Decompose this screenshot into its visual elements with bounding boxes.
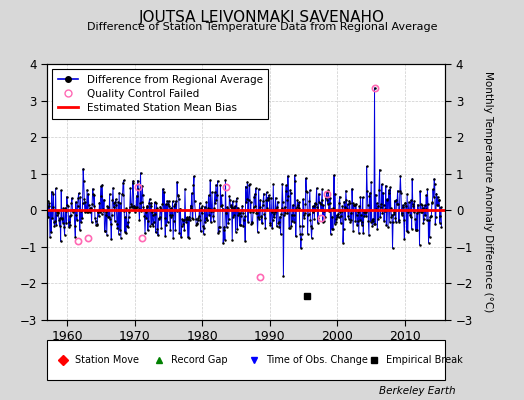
Text: Berkeley Earth: Berkeley Earth <box>379 386 456 396</box>
FancyBboxPatch shape <box>47 340 445 380</box>
Text: Empirical Break: Empirical Break <box>386 355 462 365</box>
Y-axis label: Monthly Temperature Anomaly Difference (°C): Monthly Temperature Anomaly Difference (… <box>483 71 493 313</box>
Legend: Difference from Regional Average, Quality Control Failed, Estimated Station Mean: Difference from Regional Average, Qualit… <box>52 69 268 119</box>
Text: Difference of Station Temperature Data from Regional Average: Difference of Station Temperature Data f… <box>87 22 437 32</box>
Text: Station Move: Station Move <box>75 355 139 365</box>
Text: Record Gap: Record Gap <box>171 355 227 365</box>
Text: JOUTSA LEIVONMAKI SAVENAHO: JOUTSA LEIVONMAKI SAVENAHO <box>139 10 385 25</box>
Text: Time of Obs. Change: Time of Obs. Change <box>266 355 368 365</box>
